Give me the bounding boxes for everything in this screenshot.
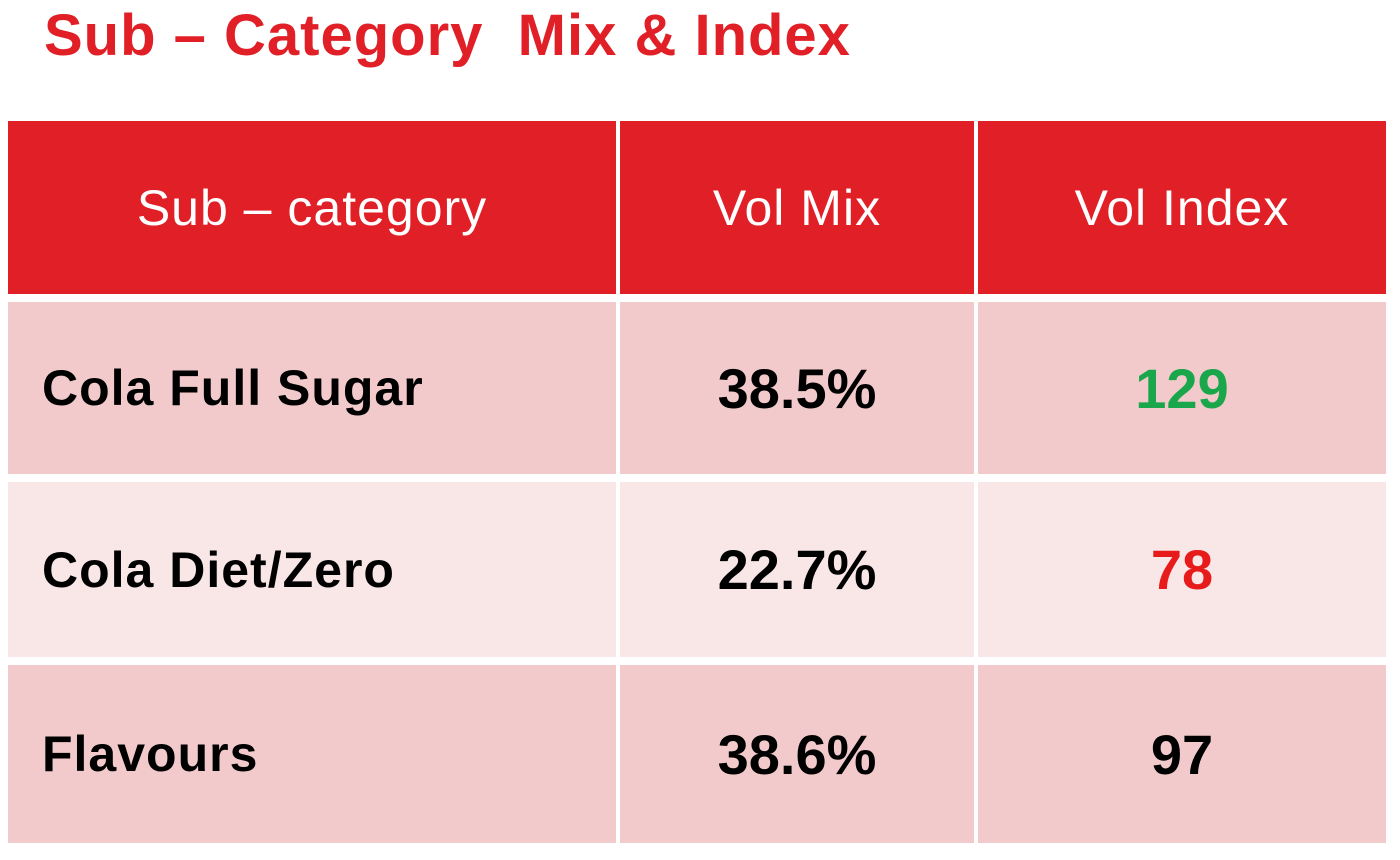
- row-flavours-vol-index: 97: [978, 665, 1386, 843]
- row-flavours-vol-mix: 38.6%: [620, 665, 974, 843]
- column-header-sub-category: Sub – category: [8, 121, 616, 294]
- column-header-vol-mix: Vol Mix: [620, 121, 974, 294]
- row-cola-diet-zero-vol-index: 78: [978, 482, 1386, 657]
- row-cola-diet-zero-name: Cola Diet/Zero: [8, 482, 616, 657]
- row-flavours-name: Flavours: [8, 665, 616, 843]
- row-cola-full-sugar-name: Cola Full Sugar: [8, 302, 616, 474]
- mix-index-table: Sub – category Vol Mix Vol Index Cola Fu…: [8, 121, 1386, 843]
- page-title: Sub – Category Mix & Index: [44, 3, 851, 68]
- row-cola-diet-zero-vol-mix: 22.7%: [620, 482, 974, 657]
- column-header-vol-index: Vol Index: [978, 121, 1386, 294]
- row-cola-full-sugar-vol-mix: 38.5%: [620, 302, 974, 474]
- row-cola-full-sugar-vol-index: 129: [978, 302, 1386, 474]
